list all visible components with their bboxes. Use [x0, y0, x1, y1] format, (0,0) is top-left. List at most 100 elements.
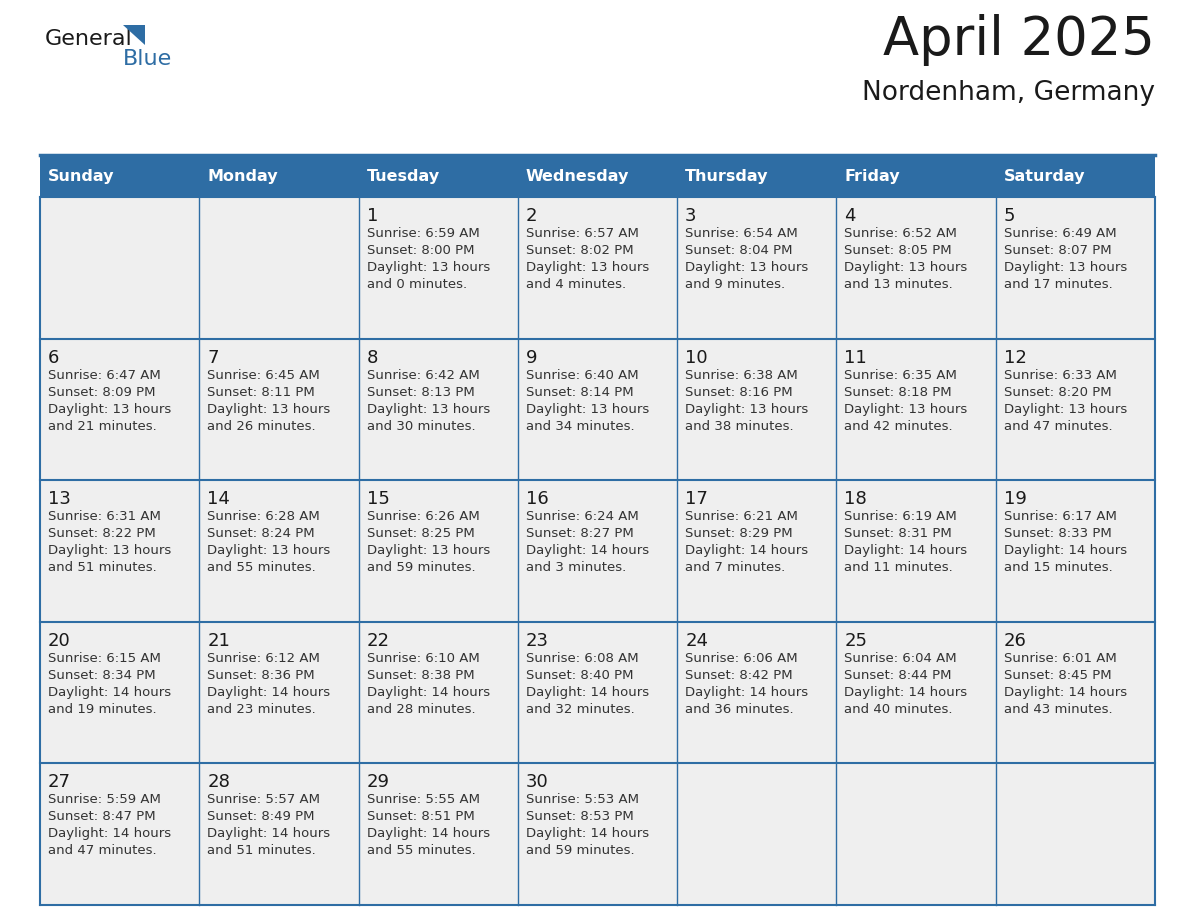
- Text: and 36 minutes.: and 36 minutes.: [685, 703, 794, 716]
- Bar: [996, 480, 1155, 621]
- Text: Sunrise: 6:24 AM: Sunrise: 6:24 AM: [526, 510, 639, 523]
- Text: Sunrise: 6:06 AM: Sunrise: 6:06 AM: [685, 652, 798, 665]
- Bar: [836, 339, 996, 480]
- Text: Sunrise: 6:42 AM: Sunrise: 6:42 AM: [367, 369, 479, 382]
- Text: 13: 13: [48, 490, 71, 509]
- Bar: [40, 339, 200, 480]
- Bar: [359, 764, 518, 905]
- Text: Sunset: 8:24 PM: Sunset: 8:24 PM: [207, 527, 315, 540]
- Bar: [996, 155, 1155, 197]
- Text: Sunrise: 6:40 AM: Sunrise: 6:40 AM: [526, 369, 638, 382]
- Text: Sunrise: 6:17 AM: Sunrise: 6:17 AM: [1004, 510, 1117, 523]
- Bar: [677, 480, 836, 621]
- Text: 19: 19: [1004, 490, 1026, 509]
- Bar: [200, 764, 359, 905]
- Text: Sunset: 8:02 PM: Sunset: 8:02 PM: [526, 244, 633, 257]
- Text: Sunset: 8:42 PM: Sunset: 8:42 PM: [685, 669, 792, 682]
- Text: Sunrise: 6:12 AM: Sunrise: 6:12 AM: [207, 652, 320, 665]
- Text: and 32 minutes.: and 32 minutes.: [526, 703, 634, 716]
- Text: Daylight: 14 hours: Daylight: 14 hours: [207, 827, 330, 840]
- Text: and 7 minutes.: and 7 minutes.: [685, 561, 785, 574]
- Text: and 4 minutes.: and 4 minutes.: [526, 278, 626, 291]
- Text: Sunrise: 6:01 AM: Sunrise: 6:01 AM: [1004, 652, 1117, 665]
- Polygon shape: [124, 25, 145, 45]
- Text: Sunrise: 6:52 AM: Sunrise: 6:52 AM: [845, 227, 958, 240]
- Text: and 0 minutes.: and 0 minutes.: [367, 278, 467, 291]
- Text: Sunset: 8:09 PM: Sunset: 8:09 PM: [48, 386, 156, 398]
- Text: 24: 24: [685, 632, 708, 650]
- Text: Saturday: Saturday: [1004, 169, 1085, 184]
- Text: Sunset: 8:47 PM: Sunset: 8:47 PM: [48, 811, 156, 823]
- Text: 16: 16: [526, 490, 549, 509]
- Text: Sunset: 8:20 PM: Sunset: 8:20 PM: [1004, 386, 1111, 398]
- Text: 30: 30: [526, 773, 549, 791]
- Text: Daylight: 13 hours: Daylight: 13 hours: [685, 403, 808, 416]
- Bar: [996, 621, 1155, 764]
- Bar: [200, 621, 359, 764]
- Text: Daylight: 13 hours: Daylight: 13 hours: [207, 403, 330, 416]
- Text: Sunset: 8:05 PM: Sunset: 8:05 PM: [845, 244, 952, 257]
- Text: Sunrise: 6:38 AM: Sunrise: 6:38 AM: [685, 369, 798, 382]
- Bar: [518, 339, 677, 480]
- Text: Sunset: 8:40 PM: Sunset: 8:40 PM: [526, 669, 633, 682]
- Text: Friday: Friday: [845, 169, 901, 184]
- Text: Daylight: 13 hours: Daylight: 13 hours: [1004, 261, 1127, 274]
- Text: and 19 minutes.: and 19 minutes.: [48, 703, 157, 716]
- Text: Sunset: 8:25 PM: Sunset: 8:25 PM: [367, 527, 474, 540]
- Text: Daylight: 14 hours: Daylight: 14 hours: [845, 686, 967, 699]
- Text: 20: 20: [48, 632, 71, 650]
- Bar: [40, 621, 200, 764]
- Text: 11: 11: [845, 349, 867, 366]
- Text: 3: 3: [685, 207, 696, 225]
- Text: 1: 1: [367, 207, 378, 225]
- Text: Sunrise: 6:10 AM: Sunrise: 6:10 AM: [367, 652, 479, 665]
- Text: 5: 5: [1004, 207, 1016, 225]
- Bar: [677, 339, 836, 480]
- Text: Daylight: 13 hours: Daylight: 13 hours: [1004, 403, 1127, 416]
- Bar: [200, 197, 359, 339]
- Text: Sunrise: 6:59 AM: Sunrise: 6:59 AM: [367, 227, 479, 240]
- Text: and 17 minutes.: and 17 minutes.: [1004, 278, 1112, 291]
- Text: Daylight: 14 hours: Daylight: 14 hours: [207, 686, 330, 699]
- Bar: [359, 621, 518, 764]
- Text: Sunset: 8:22 PM: Sunset: 8:22 PM: [48, 527, 156, 540]
- Text: Blue: Blue: [124, 49, 172, 69]
- Text: and 47 minutes.: and 47 minutes.: [48, 845, 157, 857]
- Text: Daylight: 13 hours: Daylight: 13 hours: [48, 544, 171, 557]
- Text: 18: 18: [845, 490, 867, 509]
- Text: 28: 28: [207, 773, 230, 791]
- Text: Daylight: 13 hours: Daylight: 13 hours: [685, 261, 808, 274]
- Bar: [677, 155, 836, 197]
- Text: and 51 minutes.: and 51 minutes.: [207, 845, 316, 857]
- Text: 9: 9: [526, 349, 537, 366]
- Text: and 15 minutes.: and 15 minutes.: [1004, 561, 1112, 574]
- Text: Sunrise: 6:57 AM: Sunrise: 6:57 AM: [526, 227, 639, 240]
- Text: Sunset: 8:14 PM: Sunset: 8:14 PM: [526, 386, 633, 398]
- Bar: [677, 764, 836, 905]
- Bar: [40, 764, 200, 905]
- Bar: [200, 155, 359, 197]
- Text: Sunset: 8:44 PM: Sunset: 8:44 PM: [845, 669, 952, 682]
- Text: Daylight: 13 hours: Daylight: 13 hours: [526, 403, 649, 416]
- Text: Daylight: 14 hours: Daylight: 14 hours: [1004, 544, 1127, 557]
- Text: Sunrise: 6:26 AM: Sunrise: 6:26 AM: [367, 510, 479, 523]
- Text: and 43 minutes.: and 43 minutes.: [1004, 703, 1112, 716]
- Text: and 13 minutes.: and 13 minutes.: [845, 278, 953, 291]
- Text: 4: 4: [845, 207, 855, 225]
- Text: Daylight: 13 hours: Daylight: 13 hours: [367, 261, 489, 274]
- Text: Daylight: 14 hours: Daylight: 14 hours: [1004, 686, 1127, 699]
- Text: 29: 29: [367, 773, 390, 791]
- Text: Sunrise: 6:28 AM: Sunrise: 6:28 AM: [207, 510, 320, 523]
- Text: Sunday: Sunday: [48, 169, 114, 184]
- Text: Daylight: 13 hours: Daylight: 13 hours: [207, 544, 330, 557]
- Text: Daylight: 14 hours: Daylight: 14 hours: [685, 686, 808, 699]
- Text: Sunset: 8:45 PM: Sunset: 8:45 PM: [1004, 669, 1111, 682]
- Text: and 47 minutes.: and 47 minutes.: [1004, 420, 1112, 432]
- Text: Daylight: 13 hours: Daylight: 13 hours: [845, 261, 968, 274]
- Text: and 11 minutes.: and 11 minutes.: [845, 561, 953, 574]
- Bar: [996, 197, 1155, 339]
- Text: Sunset: 8:34 PM: Sunset: 8:34 PM: [48, 669, 156, 682]
- Text: Daylight: 13 hours: Daylight: 13 hours: [526, 261, 649, 274]
- Text: Sunset: 8:13 PM: Sunset: 8:13 PM: [367, 386, 474, 398]
- Text: 23: 23: [526, 632, 549, 650]
